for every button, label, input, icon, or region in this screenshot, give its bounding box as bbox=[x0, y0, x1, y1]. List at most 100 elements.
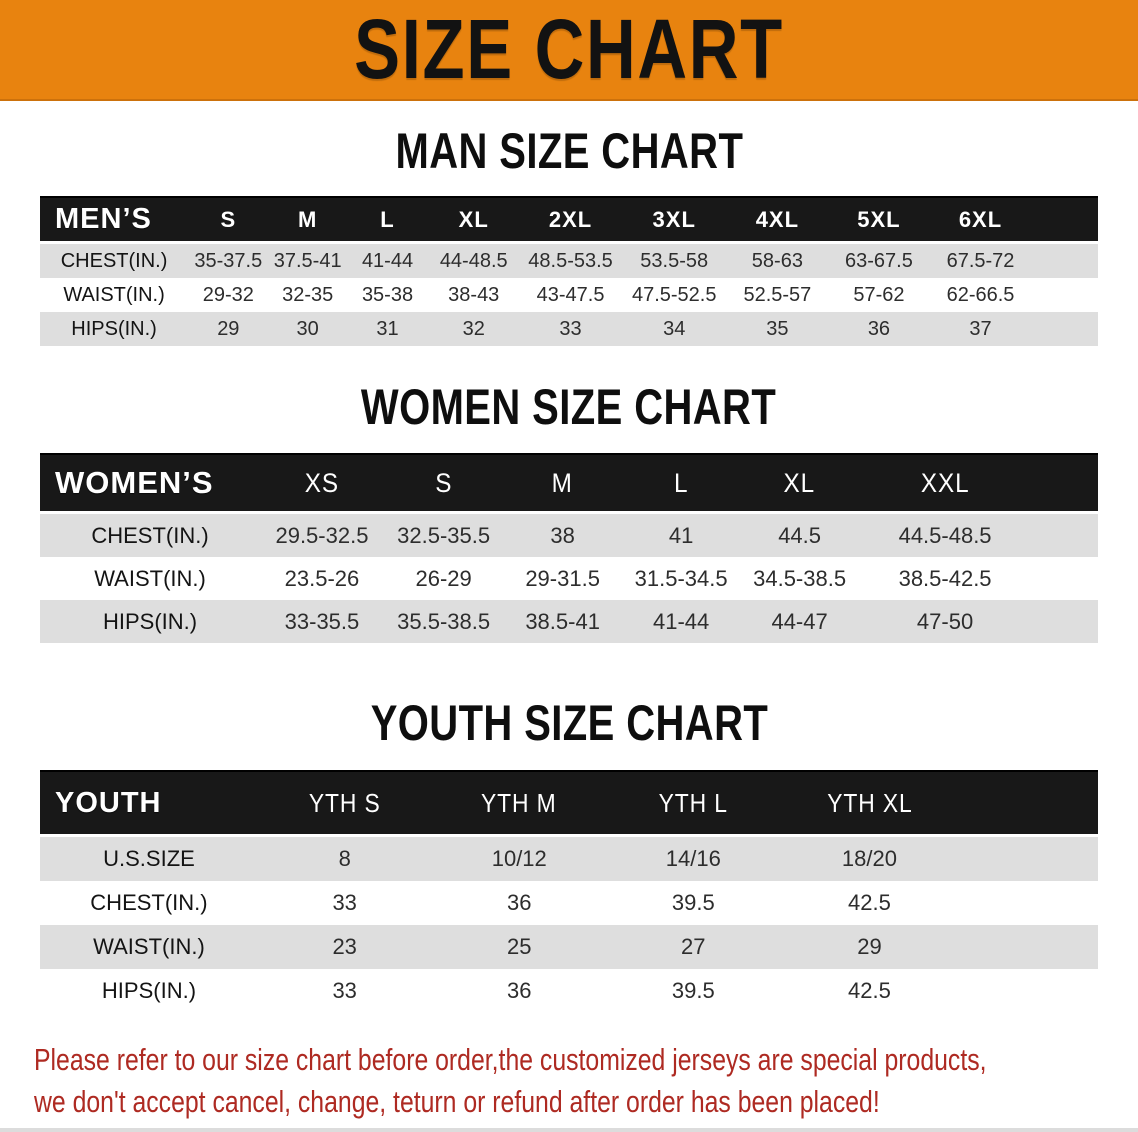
cell-value: 41 bbox=[668, 522, 694, 548]
row-label: U.S.SIZE bbox=[103, 846, 195, 871]
section-title-text: WOMEN SIZE CHART bbox=[361, 379, 777, 435]
cell-value: 35-38 bbox=[361, 283, 414, 306]
column-header: L bbox=[673, 467, 689, 498]
section-title-text: MAN SIZE CHART bbox=[395, 123, 743, 179]
cell-value: 14/16 bbox=[665, 846, 721, 871]
row-label: CHEST(IN.) bbox=[91, 522, 209, 548]
cell-value: 26-29 bbox=[415, 565, 472, 591]
table-header-row: MEN’S S M L XL 2XL 3XL 4XL 5XL 6XL bbox=[40, 196, 1098, 241]
cell-value: 25 bbox=[507, 934, 532, 959]
table-group-label: WOMEN’S bbox=[55, 465, 214, 500]
table-row: HIPS(IN.) 29 30 31 32 33 34 35 36 37 bbox=[40, 312, 1098, 346]
cell-value: 29 bbox=[217, 317, 240, 340]
cell-value: 29-31.5 bbox=[525, 565, 600, 591]
cell-value: 47.5-52.5 bbox=[631, 283, 717, 306]
footer-note: Please refer to our size chart before or… bbox=[0, 1039, 1138, 1123]
row-label: WAIST(IN.) bbox=[94, 565, 206, 591]
cell-value: 37 bbox=[969, 317, 992, 340]
cell-value: 36 bbox=[507, 890, 532, 915]
table-row: U.S.SIZE 8 10/12 14/16 18/20 bbox=[40, 837, 1098, 881]
cell-value: 41-44 bbox=[652, 608, 710, 634]
row-label: WAIST(IN.) bbox=[93, 934, 205, 959]
column-header: 5XL bbox=[857, 206, 901, 232]
cell-value: 18/20 bbox=[841, 846, 897, 871]
cell-value: 63-67.5 bbox=[845, 249, 913, 272]
cell-value: 29.5-32.5 bbox=[275, 522, 369, 548]
cell-value: 35 bbox=[766, 317, 789, 340]
row-label: HIPS(IN.) bbox=[102, 608, 198, 634]
cell-value: 33 bbox=[559, 317, 582, 340]
column-header: XL bbox=[458, 206, 489, 232]
column-header: 4XL bbox=[755, 206, 800, 232]
section-title: YOUTH SIZE CHART bbox=[0, 695, 1138, 751]
table-row: HIPS(IN.) 33-35.5 35.5-38.5 38.5-41 41-44 44-… bbox=[40, 600, 1098, 643]
row-label: CHEST(IN.) bbox=[60, 249, 168, 272]
row-label: HIPS(IN.) bbox=[71, 317, 157, 340]
column-header: M bbox=[297, 206, 318, 232]
bottom-edge-strip bbox=[0, 1128, 1138, 1132]
cell-value: 48.5-53.5 bbox=[528, 249, 613, 272]
section-title-text: YOUTH SIZE CHART bbox=[370, 695, 768, 751]
table-row: CHEST(IN.) 35-37.5 37.5-41 41-44 44-48.5 48.5… bbox=[40, 244, 1098, 278]
cell-value: 38.5-42.5 bbox=[898, 565, 992, 591]
cell-value: 38 bbox=[550, 522, 575, 548]
table-header-row: WOMEN’S XS S M L XL XXL bbox=[40, 453, 1098, 511]
cell-value: 34.5-38.5 bbox=[753, 565, 847, 591]
cell-value: 10/12 bbox=[491, 846, 547, 871]
cell-value: 44-47 bbox=[771, 608, 828, 634]
column-header: 2XL bbox=[548, 206, 593, 232]
cell-value: 35-37.5 bbox=[194, 249, 263, 272]
footer-line-1: Please refer to our size chart before or… bbox=[34, 1042, 987, 1077]
cell-value: 47-50 bbox=[916, 608, 974, 634]
cell-value: 32.5-35.5 bbox=[397, 522, 491, 548]
section-title: WOMEN SIZE CHART bbox=[0, 379, 1138, 435]
column-header: YTH L bbox=[658, 787, 728, 818]
banner-title: SIZE CHART bbox=[354, 2, 784, 96]
cell-value: 38-43 bbox=[448, 283, 500, 306]
cell-value: 39.5 bbox=[671, 978, 715, 1003]
section-youth: YOUTH SIZE CHART YOUTH YTH S YTH M YTH L YTH … bbox=[0, 695, 1138, 1013]
row-label: WAIST(IN.) bbox=[63, 283, 165, 306]
column-header: S bbox=[435, 467, 453, 498]
table-row: WAIST(IN.) 29-32 32-35 35-38 38-43 43-47.5 47.… bbox=[40, 278, 1098, 312]
size-table: YOUTH YTH S YTH M YTH L YTH XL U.S.SIZE 8 10/12… bbox=[40, 770, 1098, 1013]
cell-value: 42.5 bbox=[848, 890, 891, 915]
column-header: XXL bbox=[920, 467, 970, 498]
cell-value: 33 bbox=[332, 890, 357, 915]
section-women: WOMEN SIZE CHART WOMEN’S XS S M L XL XXL CHEST(I… bbox=[0, 379, 1138, 643]
table-row: WAIST(IN.) 23.5-26 26-29 29-31.5 31.5-34.5 34… bbox=[40, 557, 1098, 600]
banner: SIZE CHART bbox=[0, 0, 1138, 101]
cell-value: 44-48.5 bbox=[439, 249, 508, 272]
section-men: MAN SIZE CHART MEN’S S M L XL 2XL 3XL 4XL 5XL 6XL C… bbox=[0, 123, 1138, 346]
cell-value: 44.5-48.5 bbox=[898, 522, 992, 548]
table-group-label: MEN’S bbox=[55, 203, 152, 235]
cell-value: 32 bbox=[462, 317, 485, 340]
table-header-row: YOUTH YTH S YTH M YTH L YTH XL bbox=[40, 770, 1098, 834]
cell-value: 29 bbox=[857, 934, 882, 959]
cell-value: 52.5-57 bbox=[743, 283, 812, 306]
size-table: WOMEN’S XS S M L XL XXL CHEST(IN.) 29.5-32.5 32.5… bbox=[40, 453, 1098, 643]
row-label: HIPS(IN.) bbox=[101, 978, 197, 1003]
cell-value: 36 bbox=[507, 978, 532, 1003]
cell-value: 29-32 bbox=[202, 283, 254, 306]
cell-value: 31.5-34.5 bbox=[634, 565, 728, 591]
cell-value: 32-35 bbox=[282, 283, 334, 306]
cell-value: 39.5 bbox=[671, 890, 715, 915]
cell-value: 8 bbox=[338, 846, 351, 871]
cell-value: 33-35.5 bbox=[284, 608, 360, 634]
column-header: S bbox=[220, 206, 237, 232]
size-table: MEN’S S M L XL 2XL 3XL 4XL 5XL 6XL CHEST(IN.) 35-37… bbox=[40, 196, 1098, 346]
cell-value: 53.5-58 bbox=[640, 249, 709, 272]
section-title: MAN SIZE CHART bbox=[0, 123, 1138, 179]
table-group-label: YOUTH bbox=[55, 786, 162, 819]
column-header: YTH M bbox=[481, 787, 558, 818]
cell-value: 30 bbox=[296, 317, 319, 340]
table-row: CHEST(IN.) 29.5-32.5 32.5-35.5 38 41 44.5 44.5… bbox=[40, 514, 1098, 557]
row-label: CHEST(IN.) bbox=[90, 890, 208, 915]
cell-value: 27 bbox=[681, 934, 706, 959]
cell-value: 67.5-72 bbox=[946, 249, 1015, 272]
cell-value: 44.5 bbox=[778, 522, 822, 548]
table-row: CHEST(IN.) 33 36 39.5 42.5 bbox=[40, 881, 1098, 925]
cell-value: 43-47.5 bbox=[536, 283, 605, 306]
